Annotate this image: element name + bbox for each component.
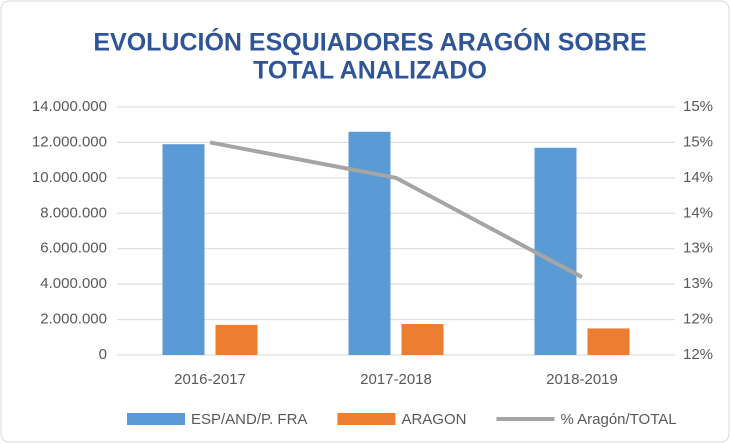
y-tick-label: 8.000.000 [40, 204, 107, 221]
y-tick-label: 14.000.000 [32, 98, 107, 115]
y2-tick-label: 15% [683, 98, 713, 115]
y-tick-label: 12.000.000 [32, 133, 107, 150]
y2-tick-label: 13% [683, 240, 713, 257]
x-tick-label: 2016-2017 [174, 371, 246, 388]
legend-label: ESP/AND/P. FRA [191, 411, 307, 428]
bar [534, 147, 577, 355]
legend-swatch [337, 413, 396, 425]
y2-tick-label: 14% [683, 169, 713, 186]
y2-tick-label: 15% [683, 133, 713, 150]
bar [215, 324, 258, 355]
legend-swatch [127, 413, 185, 425]
x-tick-label: 2017-2018 [360, 371, 432, 388]
y2-tick-label: 14% [683, 204, 713, 221]
bar [587, 328, 630, 355]
legend-label: ARAGON [401, 411, 466, 428]
bar [401, 324, 444, 355]
bar [162, 144, 205, 355]
y2-tick-label: 12% [683, 346, 713, 363]
chart-title: EVOLUCIÓN ESQUIADORES ARAGÓN SOBRE [93, 27, 646, 57]
bar [348, 131, 391, 355]
y-tick-label: 6.000.000 [40, 240, 107, 257]
y-tick-label: 4.000.000 [40, 275, 107, 292]
y2-tick-label: 12% [683, 311, 713, 328]
x-tick-label: 2018-2019 [546, 371, 618, 388]
y2-tick-label: 13% [683, 275, 713, 292]
y-tick-label: 0 [99, 346, 107, 363]
legend-label: % Aragón/TOTAL [560, 411, 676, 428]
chart-title: TOTAL ANALIZADO [253, 57, 487, 85]
y-tick-label: 2.000.000 [40, 311, 107, 328]
line [209, 140, 583, 279]
y-tick-label: 10.000.000 [32, 169, 107, 186]
